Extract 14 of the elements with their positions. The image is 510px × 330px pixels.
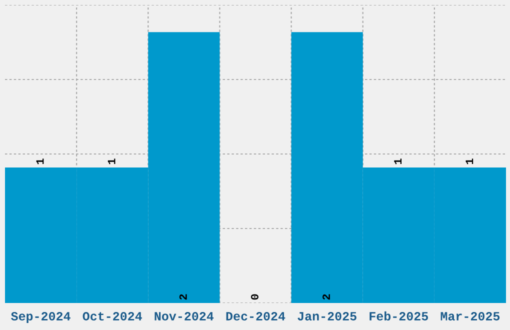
x-tick-label: Sep-2024	[11, 312, 70, 323]
x-tick-label: Mar-2025	[440, 312, 500, 321]
data-label: 1	[36, 158, 44, 164]
data-label: 2	[179, 294, 187, 300]
data-label: 0	[250, 294, 258, 300]
data-label: 2	[322, 294, 330, 300]
data-label: 1	[394, 158, 402, 164]
x-tick-label: Dec-2024	[226, 312, 286, 321]
x-tick-label: Oct-2024	[82, 312, 142, 321]
x-tick-label: Nov-2024	[154, 312, 214, 321]
data-label: 1	[108, 158, 116, 164]
x-tick-label: Feb-2025	[370, 311, 428, 321]
data-label: 1	[466, 158, 474, 164]
x-tick-label: Jan-2025	[298, 312, 356, 321]
